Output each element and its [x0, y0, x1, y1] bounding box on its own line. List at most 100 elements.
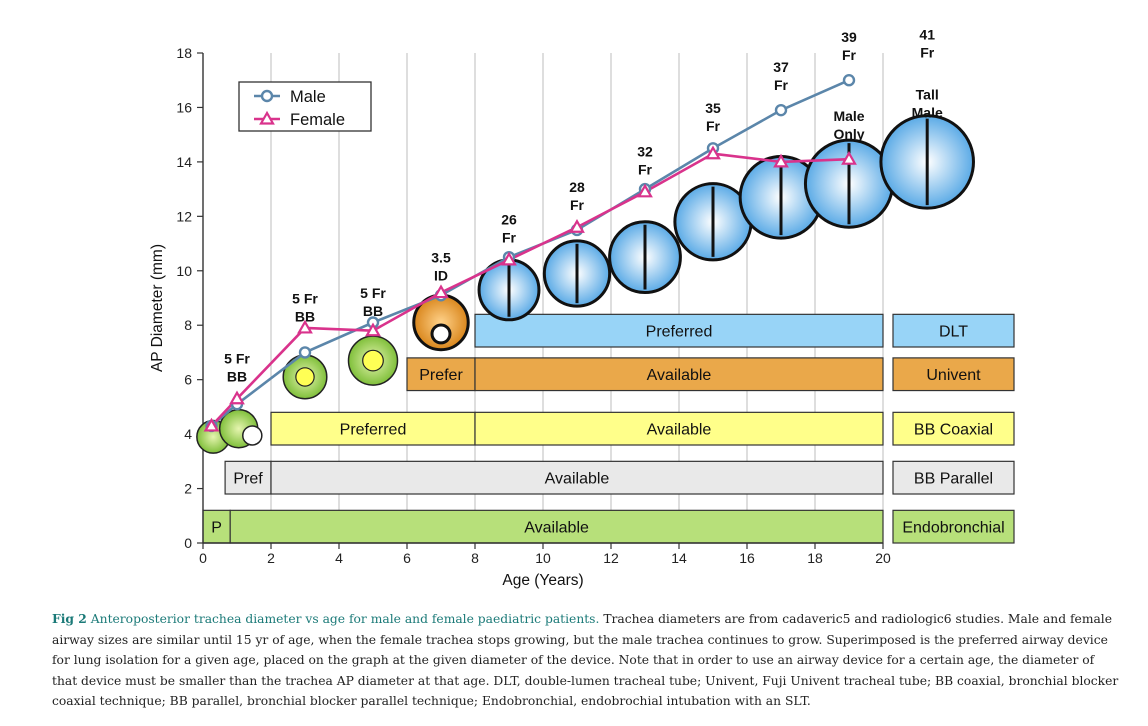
size-annotation: 28 Fr	[569, 179, 585, 213]
annotation-line: Only	[833, 126, 864, 142]
legend-label: Male	[290, 88, 326, 106]
side-label-box	[892, 411, 1015, 446]
band-rect	[474, 313, 884, 348]
band-label: P	[211, 520, 222, 537]
caption-title: Anteroposterior trachea diameter vs age …	[90, 612, 600, 626]
legend-marker	[260, 89, 274, 103]
band-rect	[270, 411, 476, 446]
annotation-line: Fr	[638, 161, 653, 177]
x-axis-label: Age (Years)	[502, 572, 583, 589]
point-female	[637, 183, 653, 198]
caption-body: Trachea diameters are from cadaveric5 an…	[52, 612, 1119, 709]
x-tick-label: 4	[335, 550, 343, 566]
device-blocker	[362, 349, 384, 372]
axes: 0 2 4 6 8 10 12 14 16 18 0 2 4 6 8 10 12 14 16 18 20 Age (Yea…	[149, 45, 891, 589]
band-rect	[229, 509, 884, 544]
point-male	[298, 346, 312, 359]
point-male	[842, 74, 856, 87]
side-label-box	[892, 313, 1015, 348]
annotation-line: Fr	[774, 77, 789, 93]
x-tick-label: 8	[471, 550, 479, 566]
device-blocker	[430, 323, 452, 345]
x-tick-label: 12	[603, 550, 619, 566]
annotation-line: Male	[912, 104, 943, 120]
side-label: DLT	[939, 324, 968, 341]
y-tick-label: 12	[176, 208, 192, 224]
annotation-line: 28	[569, 179, 585, 195]
point-female	[297, 319, 313, 334]
size-annotation: 41 Fr	[919, 26, 935, 60]
y-tick-label: 14	[176, 154, 192, 170]
legend-label: Female	[290, 111, 345, 129]
y-tick-label: 16	[176, 99, 192, 115]
point-female	[203, 417, 220, 432]
annotation-line: 32	[637, 143, 653, 159]
side-label: Endobronchial	[902, 520, 1004, 537]
size-annotation: 39 Fr	[841, 29, 857, 63]
x-tick-label: 18	[807, 550, 823, 566]
band-label: Available	[647, 422, 712, 439]
device-circle	[242, 425, 263, 446]
band-rect	[474, 411, 884, 446]
series-lines	[203, 74, 857, 433]
size-annotation: 26 Fr	[501, 212, 517, 246]
band-label: Available	[524, 520, 589, 537]
band-rect	[406, 357, 476, 392]
legend: Male Female	[238, 81, 372, 132]
annotation-line: ID	[434, 268, 448, 284]
point-female	[365, 322, 381, 337]
band-label: Prefer	[419, 367, 463, 384]
x-tick-label: 16	[739, 550, 755, 566]
point-female	[229, 390, 245, 405]
annotation-line: BB	[227, 368, 247, 384]
annotation-line: Fr	[842, 47, 857, 63]
annotation-line: Fr	[706, 118, 721, 134]
side-label: Univent	[926, 367, 981, 384]
size-annotation: 37 Fr	[773, 59, 789, 93]
band-rect	[474, 357, 884, 392]
x-tick-label: 6	[403, 550, 411, 566]
side-label: BB Coaxial	[914, 422, 993, 439]
point-female	[501, 251, 517, 266]
y-tick-label: 0	[184, 535, 192, 551]
side-label-box	[892, 460, 1015, 495]
size-annotation: 5 Fr BB	[292, 290, 318, 324]
y-tick-label: 10	[176, 263, 192, 279]
annotation-line: 5 Fr	[292, 290, 318, 306]
band-label: Preferred	[340, 422, 407, 439]
device-bands: P Available Pref Available Preferred Availabl…	[202, 313, 1015, 544]
point-female	[705, 145, 721, 160]
annotation-line: Fr	[570, 197, 585, 213]
y-tick-label: 8	[184, 317, 192, 333]
annotation-line: 5 Fr	[360, 285, 386, 301]
x-tick-label: 14	[671, 550, 687, 566]
annotation-line: BB	[295, 308, 315, 324]
y-tick-label: 4	[184, 426, 192, 442]
annotation-line: Male	[833, 108, 864, 124]
side-label: BB Parallel	[914, 471, 993, 488]
annotation-line: Fr	[920, 44, 935, 60]
point-female	[773, 153, 789, 168]
caption-label: Fig 2	[52, 611, 87, 626]
airway-chart: P Available Pref Available Preferred Availabl…	[149, 26, 1015, 589]
y-tick-label: 18	[176, 45, 192, 61]
legend-marker	[259, 110, 275, 125]
annotation-line: 3.5	[431, 250, 451, 266]
size-annotation: 5 Fr BB	[224, 350, 250, 384]
band-label: Available	[545, 471, 610, 488]
device-circles	[196, 114, 975, 454]
annotation-line: 41	[919, 26, 935, 42]
size-annotation: 3.5 ID	[431, 250, 451, 284]
side-label-box	[892, 509, 1015, 544]
size-annotation: 35 Fr	[705, 100, 721, 134]
device-blocker	[295, 367, 315, 387]
annotation-line: 37	[773, 59, 789, 75]
band-rect	[270, 460, 884, 495]
point-female	[569, 219, 585, 233]
point-female	[433, 284, 449, 299]
band-rect	[224, 460, 272, 495]
x-tick-label: 20	[875, 550, 891, 566]
band-label: Preferred	[646, 324, 713, 341]
band-label: Pref	[233, 471, 263, 488]
